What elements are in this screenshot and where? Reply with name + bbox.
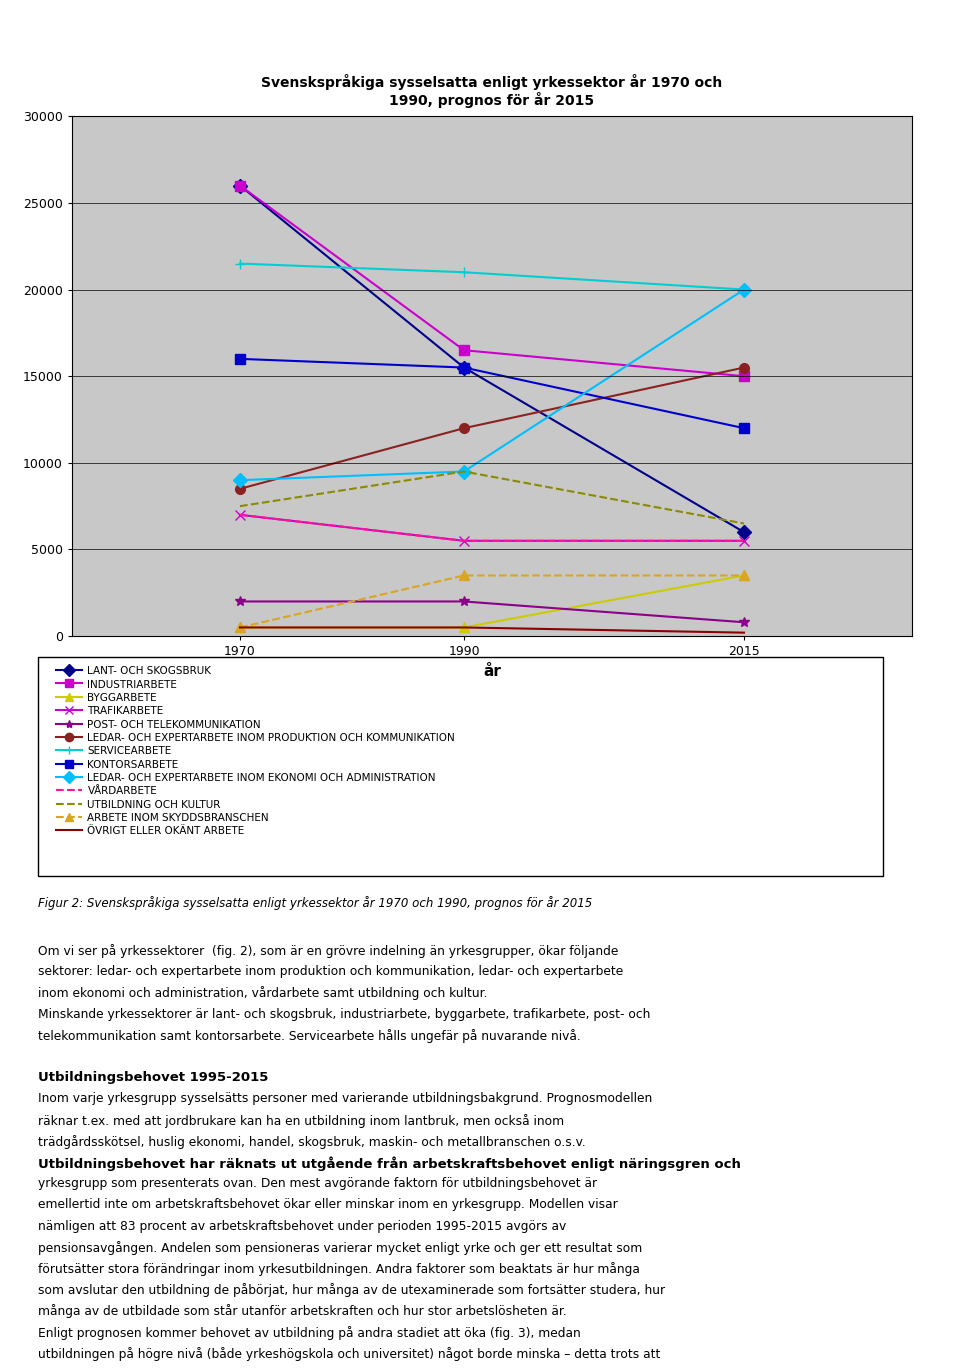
X-axis label: år: år	[483, 663, 501, 679]
Text: Om vi ser på yrkessektorer  (fig. 2), som är en grövre indelning än yrkesgrupper: Om vi ser på yrkessektorer (fig. 2), som…	[38, 944, 619, 958]
Text: Enligt prognosen kommer behovet av utbildning på andra stadiet att öka (fig. 3),: Enligt prognosen kommer behovet av utbil…	[38, 1326, 581, 1339]
Text: Utbildningsbehovet har räknats ut utgående från arbetskraftsbehovet enligt närin: Utbildningsbehovet har räknats ut utgåen…	[38, 1156, 741, 1171]
Text: Utbildningsbehovet 1995-2015: Utbildningsbehovet 1995-2015	[38, 1071, 269, 1085]
Legend: LANT- OCH SKOGSBRUK, INDUSTRIARBETE, BYGGARBETE, TRAFIKARBETE, POST- OCH TELEKOM: LANT- OCH SKOGSBRUK, INDUSTRIARBETE, BYG…	[52, 662, 460, 841]
Text: många av de utbildade som står utanför arbetskraften och hur stor arbetslösheten: många av de utbildade som står utanför a…	[38, 1305, 567, 1319]
Text: förutsätter stora förändringar inom yrkesutbildningen. Andra faktorer som beakta: förutsätter stora förändringar inom yrke…	[38, 1261, 640, 1276]
Title: Svenskspråkiga sysselsatta enligt yrkessektor år 1970 och
1990, prognos för år 2: Svenskspråkiga sysselsatta enligt yrkess…	[261, 74, 723, 108]
Text: pensionsavgången. Andelen som pensioneras varierar mycket enligt yrke och ger et: pensionsavgången. Andelen som pensionera…	[38, 1241, 642, 1254]
Text: som avslutar den utbildning de påbörjat, hur många av de utexaminerade som forts: som avslutar den utbildning de påbörjat,…	[38, 1283, 665, 1297]
Text: yrkesgrupp som presenterats ovan. Den mest avgörande faktorn för utbildningsbeho: yrkesgrupp som presenterats ovan. Den me…	[38, 1176, 597, 1190]
Text: utbildningen på högre nivå (både yrkeshögskola och universitet) något borde mins: utbildningen på högre nivå (både yrkeshö…	[38, 1346, 660, 1361]
Text: trädgårdsskötsel, huslig ekonomi, handel, skogsbruk, maskin- och metallbranschen: trädgårdsskötsel, huslig ekonomi, handel…	[38, 1135, 587, 1149]
Text: Figur 2: Svenskspråkiga sysselsatta enligt yrkessektor år 1970 och 1990, prognos: Figur 2: Svenskspråkiga sysselsatta enli…	[38, 896, 592, 910]
Text: räknar t.ex. med att jordbrukare kan ha en utbildning inom lantbruk, men också i: räknar t.ex. med att jordbrukare kan ha …	[38, 1114, 564, 1127]
Text: Minskande yrkessektorer är lant- och skogsbruk, industriarbete, byggarbete, traf: Minskande yrkessektorer är lant- och sko…	[38, 1007, 651, 1021]
Text: telekommunikation samt kontorsarbete. Servicearbete hålls ungefär på nuvarande n: telekommunikation samt kontorsarbete. Se…	[38, 1029, 581, 1042]
Text: sektorer: ledar- och expertarbete inom produktion och kommunikation, ledar- och : sektorer: ledar- och expertarbete inom p…	[38, 966, 624, 978]
Text: emellertid inte om arbetskraftsbehovet ökar eller minskar inom en yrkesgrupp. Mo: emellertid inte om arbetskraftsbehovet ö…	[38, 1198, 618, 1212]
Text: Inom varje yrkesgrupp sysselsätts personer med varierande utbildningsbakgrund. P: Inom varje yrkesgrupp sysselsätts person…	[38, 1092, 653, 1105]
Text: inom ekonomi och administration, vårdarbete samt utbildning och kultur.: inom ekonomi och administration, vårdarb…	[38, 986, 488, 1000]
Text: nämligen att 83 procent av arbetskraftsbehovet under perioden 1995-2015 avgörs a: nämligen att 83 procent av arbetskraftsb…	[38, 1220, 566, 1233]
